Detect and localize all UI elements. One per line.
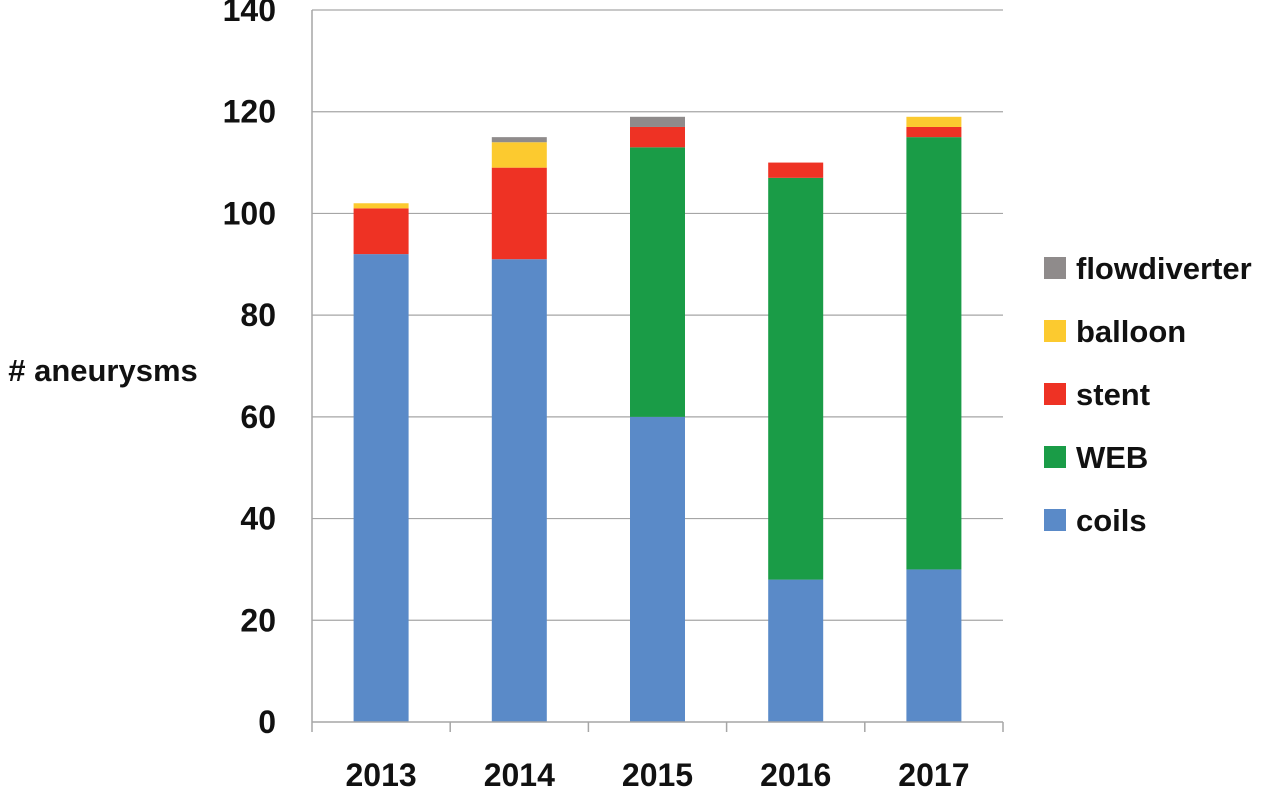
bar-2017-web: [906, 137, 962, 570]
legend-swatch-coils: [1044, 509, 1066, 531]
legend-label-balloon: balloon: [1076, 314, 1186, 349]
bar-2015-web: [630, 147, 685, 417]
y-tick-label-0: 0: [258, 704, 276, 740]
bar-2015-coils: [630, 416, 685, 722]
bar-2013-balloon: [353, 203, 409, 209]
bar-2016-stent: [768, 162, 824, 178]
legend-label-coils: coils: [1076, 503, 1147, 538]
y-tick-label-120: 120: [223, 94, 276, 130]
y-tick-label-80: 80: [240, 297, 276, 333]
bar-2017-coils: [906, 569, 962, 722]
bar-2015-stent: [630, 126, 685, 148]
y-tick-labels: 0 20 40 60 80 100 120 140: [223, 0, 276, 740]
bar-2013-stent: [353, 208, 409, 255]
legend: flowdiverter balloon stent WEB coils: [1044, 251, 1252, 538]
axes: [311, 10, 1004, 732]
bar-2013-coils: [353, 254, 409, 722]
x-tick-label-2013: 2013: [346, 757, 417, 791]
legend-label-flowdiverter: flowdiverter: [1076, 251, 1252, 286]
legend-label-stent: stent: [1076, 377, 1150, 412]
y-axis-label: # aneurysms: [8, 353, 198, 388]
x-tick-labels: 2013 2014 2015 2016 2017: [346, 757, 970, 791]
y-tick-label-20: 20: [240, 602, 276, 638]
x-tick-label-2015: 2015: [622, 757, 693, 791]
bar-2015-flowdiverter: [630, 116, 685, 127]
legend-swatch-stent: [1044, 383, 1066, 405]
y-tick-label-60: 60: [240, 399, 276, 435]
x-tick-label-2014: 2014: [484, 757, 555, 791]
bar-2016-web: [768, 177, 824, 580]
legend-swatch-flowdiverter: [1044, 257, 1066, 279]
bar-2014-balloon: [491, 142, 547, 168]
x-tick-label-2017: 2017: [898, 757, 969, 791]
y-tick-label-40: 40: [240, 501, 276, 537]
bar-2014-flowdiverter: [491, 137, 547, 143]
legend-swatch-web: [1044, 446, 1066, 468]
bars: [353, 116, 962, 722]
bar-2017-stent: [906, 126, 962, 138]
y-tick-label-140: 140: [223, 0, 276, 28]
bar-2014-coils: [491, 259, 547, 722]
legend-swatch-balloon: [1044, 320, 1066, 342]
bar-2014-stent: [491, 167, 547, 260]
legend-label-web: WEB: [1076, 440, 1148, 475]
bar-2017-balloon: [906, 116, 962, 127]
y-tick-label-100: 100: [223, 195, 276, 231]
bar-2016-coils: [768, 579, 824, 722]
x-tick-label-2016: 2016: [760, 757, 831, 791]
